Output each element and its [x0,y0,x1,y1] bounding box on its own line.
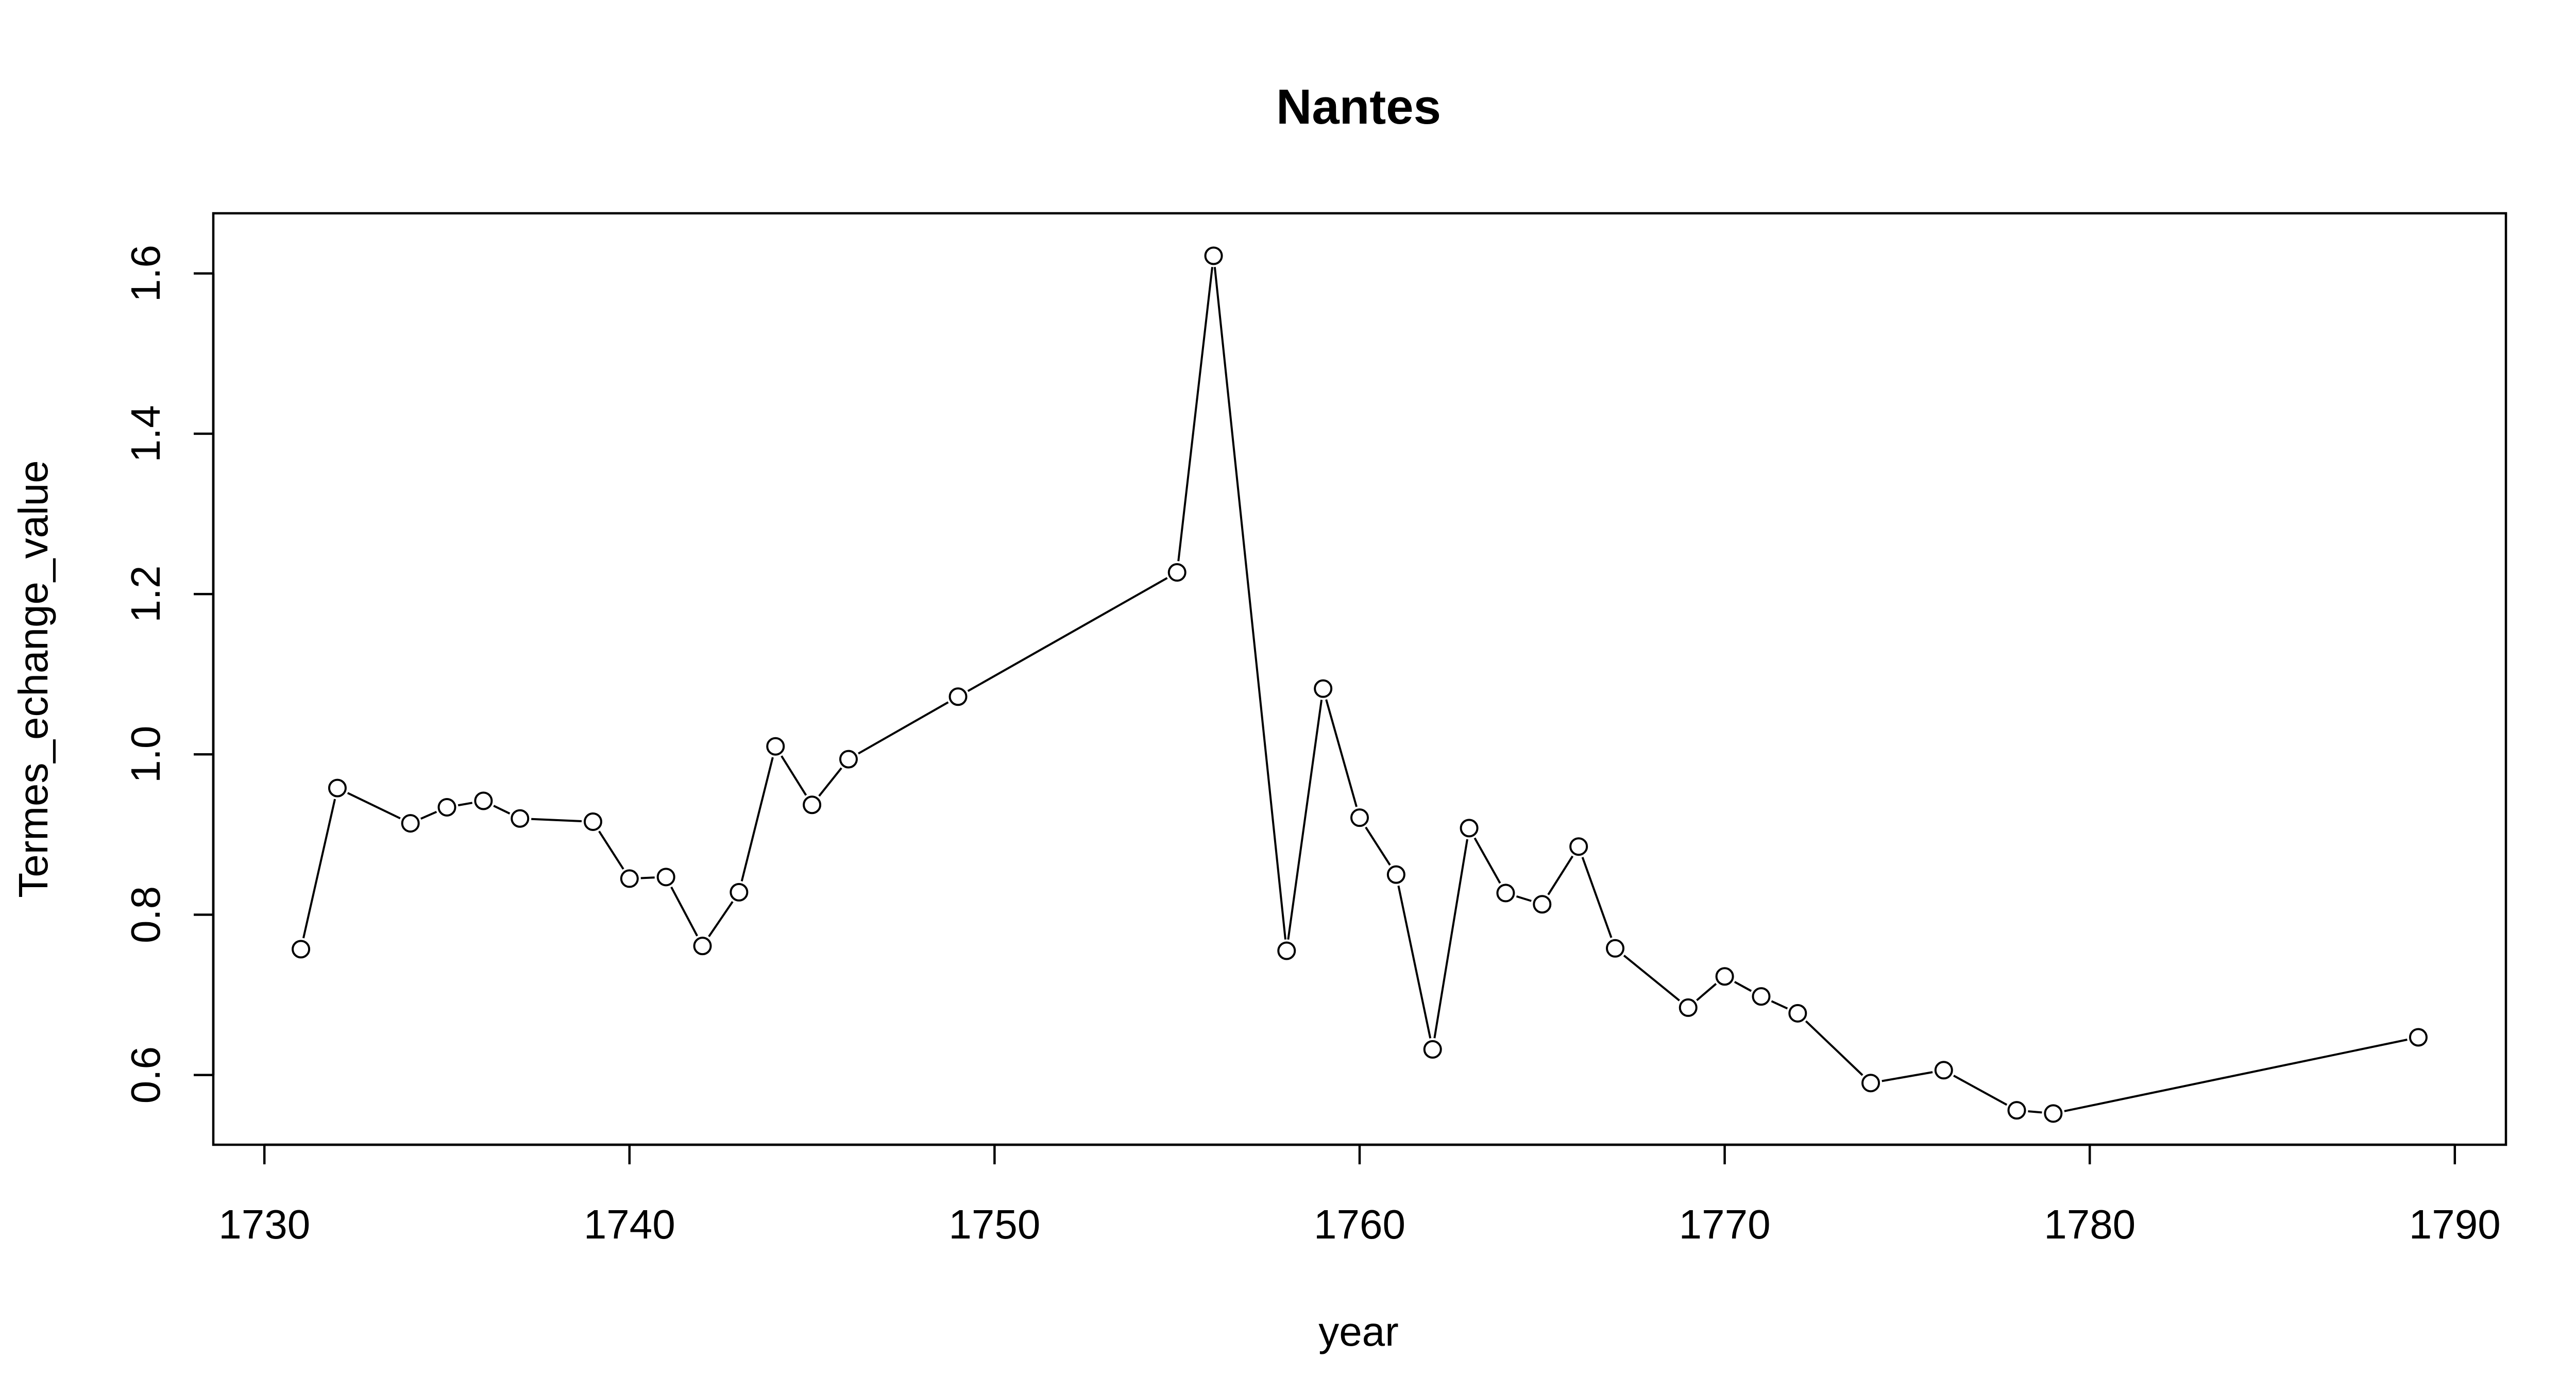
data-point [1277,941,1296,960]
series-segment [1953,1075,2008,1106]
x-tick-label: 1790 [2409,1201,2501,1247]
series-segment [1771,1000,1788,1010]
data-point [511,809,530,828]
data-point [1606,939,1625,958]
series-segment [457,802,473,807]
series-segment [1287,700,1323,940]
data-point [1386,865,1405,884]
series-segment [858,701,949,755]
plot-frame [212,212,2507,1146]
x-axis: 1730 1740 1750 1760 1770 1780 1790 [218,1143,2501,1247]
series-segment [1177,267,1214,562]
data-point [292,940,311,959]
x-tick-label: 1760 [1314,1201,1405,1247]
data-point [1533,895,1552,914]
x-axis-label: year [1318,1309,1399,1354]
series-segment [1325,699,1358,807]
series-segment [1213,267,1286,940]
data-point [730,883,749,902]
data-point [948,687,968,706]
data-point [1423,1040,1442,1059]
series-segment [740,757,774,882]
x-tick-label: 1770 [1679,1201,1771,1247]
data-point [328,778,347,798]
series-segment [1696,983,1717,1002]
data-point [1350,808,1369,827]
series-segment [1365,826,1391,866]
series-segment [818,767,842,797]
series-segment [2064,1039,2408,1112]
y-tick-label: 0.8 [123,886,168,943]
y-tick-label: 1.4 [123,405,168,462]
data-point [1752,987,1771,1006]
series-layer [292,246,2428,1123]
data-point [1204,246,1223,265]
data-point [656,868,675,887]
data-point [693,937,712,956]
x-tick-label: 1730 [218,1201,310,1247]
series-segment [302,799,336,939]
series-segment [1516,895,1532,902]
data-point [583,812,602,831]
data-point [1715,967,1734,986]
y-axis-label: Termes_echange_value [10,460,56,897]
data-point [1788,1004,1807,1023]
series-segment [347,792,401,820]
data-point [1496,884,1515,903]
data-point [1167,563,1187,582]
data-point [1679,998,1698,1017]
y-axis: 0.6 0.8 1.0 1.2 1.4 1.6 [123,245,215,1104]
y-tick-label: 1.2 [123,565,168,622]
series-segment [670,886,698,937]
data-point [437,798,456,817]
data-point [839,750,858,769]
data-point [1569,837,1588,856]
series-segment [1473,837,1501,884]
x-tick-label: 1740 [584,1201,675,1247]
data-point [1861,1074,1880,1093]
chart-title: Nantes [1276,79,1441,134]
series-segment [493,805,511,815]
y-tick-label: 1.6 [123,245,168,302]
data-point [766,737,785,756]
x-tick-label: 1750 [948,1201,1040,1247]
data-point [620,869,639,888]
series-segment [1805,1020,1863,1076]
data-point [2007,1101,2026,1120]
series-segment [598,830,624,870]
series-segment [420,810,437,820]
series-segment [1547,855,1574,895]
series-segment [1433,839,1468,1039]
series-segment [1623,955,1680,1002]
series-segment [1882,1071,1933,1082]
series-segment [1734,981,1752,992]
x-tick-label: 1780 [2044,1201,2136,1247]
data-point [1314,679,1333,698]
y-tick-label: 1.0 [123,726,168,783]
data-point [2409,1028,2428,1047]
series-segment [781,755,807,796]
data-point [1934,1061,1953,1080]
series-segment [640,876,655,879]
y-tick-label: 0.6 [123,1046,168,1104]
series-segment [2028,1110,2042,1114]
series-segment [708,901,734,938]
data-point [2044,1104,2063,1123]
data-point [401,814,420,833]
series-segment [967,577,1168,692]
data-point [1460,819,1479,838]
series-segment [1397,885,1432,1039]
series-segment [1581,857,1613,938]
data-point [803,795,822,815]
data-point [474,791,493,810]
series-segment [531,818,582,822]
